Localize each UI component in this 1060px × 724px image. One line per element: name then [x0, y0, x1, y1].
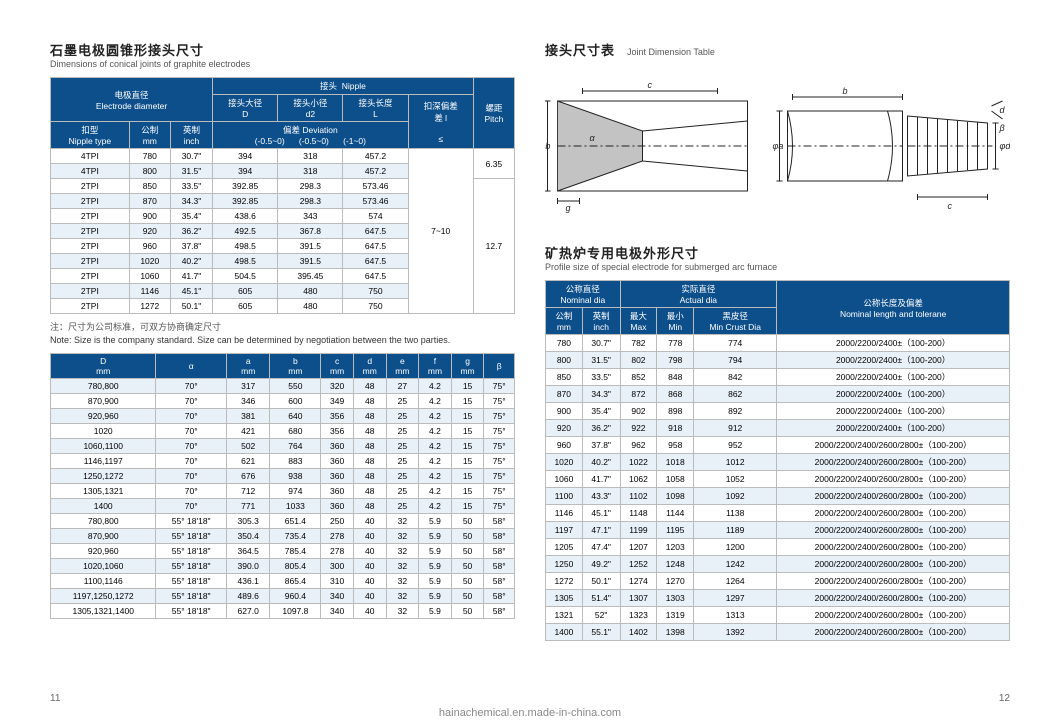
- table-row: 85033.5"8528488422000/2200/2400±（100-200…: [546, 369, 1010, 386]
- page-num-left: 11: [50, 693, 60, 704]
- table-row: 127250.1"1274127012642000/2200/2400/2600…: [546, 573, 1010, 590]
- table-row: 1197,1250,127255° 18'18"489.6960.4340403…: [51, 589, 515, 604]
- table-row: 870,90055° 18'18"350.4735.427840325.9505…: [51, 529, 515, 544]
- table1: 电极直径Electrode diameter 接头 Nipple 螺距Pitch…: [50, 77, 515, 314]
- table-row: 140055.1"1402139813922000/2200/2400/2600…: [546, 624, 1010, 641]
- table-row: 102040.2"1022101810122000/2200/2400/2600…: [546, 454, 1010, 471]
- table-row: 87034.3"8728688622000/2200/2400±（100-200…: [546, 386, 1010, 403]
- svg-text:α: α: [590, 133, 596, 143]
- table-row: 4TPI78030.7"394318457.27~106.35: [51, 149, 515, 164]
- table-row: 780,80070°31755032048274.21575°: [51, 379, 515, 394]
- table-row: 96037.8"9629589522000/2200/2400/2600/280…: [546, 437, 1010, 454]
- right-title1-cn: 接头尺寸表: [545, 40, 615, 59]
- svg-text:β: β: [999, 123, 1005, 133]
- note-en: Note: Size is the company standard. Size…: [50, 335, 515, 345]
- svg-text:φa: φa: [773, 141, 784, 151]
- table-row: 1020,106055° 18'18"390.0805.430040325.95…: [51, 559, 515, 574]
- table-row: 1060,110070°50276436048254.21575°: [51, 439, 515, 454]
- table3: 公称直径Nominal dia 实际直径Actual dia 公称长度及偏差No…: [545, 280, 1010, 641]
- watermark: hainachemical.en.made-in-china.com: [439, 707, 621, 719]
- table-row: 132152"1323131913132000/2200/2400/2600/2…: [546, 607, 1010, 624]
- right-title2-en: Profile size of special electrode for su…: [545, 262, 1010, 272]
- svg-text:g: g: [566, 203, 571, 213]
- table-row: 780,80055° 18'18"305.3651.425040325.9505…: [51, 514, 515, 529]
- table-row: 120547.4"1207120312002000/2200/2400/2600…: [546, 539, 1010, 556]
- svg-text:b: b: [843, 86, 848, 96]
- table-row: 1305,1321,140055° 18'18"627.01097.834040…: [51, 604, 515, 619]
- svg-text:φd: φd: [1000, 141, 1011, 151]
- left-title-cn: 石墨电极圆锥形接头尺寸: [50, 40, 515, 59]
- table-row: 920,96055° 18'18"364.5785.427840325.9505…: [51, 544, 515, 559]
- table-row: 920,96070°38164035648254.21575°: [51, 409, 515, 424]
- table-row: 130551.4"1307130312972000/2200/2400/2600…: [546, 590, 1010, 607]
- table-row: 119747.1"1199119511892000/2200/2400/2600…: [546, 522, 1010, 539]
- table-row: 1100,114655° 18'18"436.1865.431040325.95…: [51, 574, 515, 589]
- table-row: 114645.1"1148114411382000/2200/2400/2600…: [546, 505, 1010, 522]
- svg-text:φb: φb: [545, 141, 550, 151]
- table-row: 106041.7"1062105810522000/2200/2400/2600…: [546, 471, 1010, 488]
- table-row: 92036.2"9229189122000/2200/2400±（100-200…: [546, 420, 1010, 437]
- right-title1-en: Joint Dimension Table: [627, 47, 715, 57]
- table-row: 78030.7"7827787742000/2200/2400±（100-200…: [546, 335, 1010, 352]
- table2: Dmmαammbmmcmmdmmemmfmmgmmβ 780,80070°317…: [50, 353, 515, 619]
- table-row: 125049.2"1252124812422000/2200/2400/2600…: [546, 556, 1010, 573]
- note-cn: 注：尺寸为公司标准，可双方协商确定尺寸: [50, 320, 515, 333]
- table-row: 102070°42168035648254.21575°: [51, 424, 515, 439]
- table-row: 1146,119770°62188336048254.21575°: [51, 454, 515, 469]
- table-row: 1305,132170°71297436048254.21575°: [51, 484, 515, 499]
- svg-text:c: c: [948, 201, 953, 211]
- table-row: 110043.3"1102109810922000/2200/2400/2600…: [546, 488, 1010, 505]
- table-row: 870,90070°34660034948254.21575°: [51, 394, 515, 409]
- table-row: 90035.4"9028988922000/2200/2400±（100-200…: [546, 403, 1010, 420]
- svg-text:c: c: [648, 80, 653, 90]
- joint-diagram: c g α φb b φa c d β φd: [545, 71, 1010, 221]
- table-row: 140070°771103336048254.21575°: [51, 499, 515, 514]
- page-num-right: 12: [999, 693, 1010, 704]
- table-row: 80031.5"8027987942000/2200/2400±（100-200…: [546, 352, 1010, 369]
- left-title-en: Dimensions of conical joints of graphite…: [50, 59, 515, 69]
- svg-text:d: d: [1000, 105, 1006, 115]
- table-row: 1250,127270°67693836048254.21575°: [51, 469, 515, 484]
- right-title2-cn: 矿热炉专用电极外形尺寸: [545, 243, 1010, 262]
